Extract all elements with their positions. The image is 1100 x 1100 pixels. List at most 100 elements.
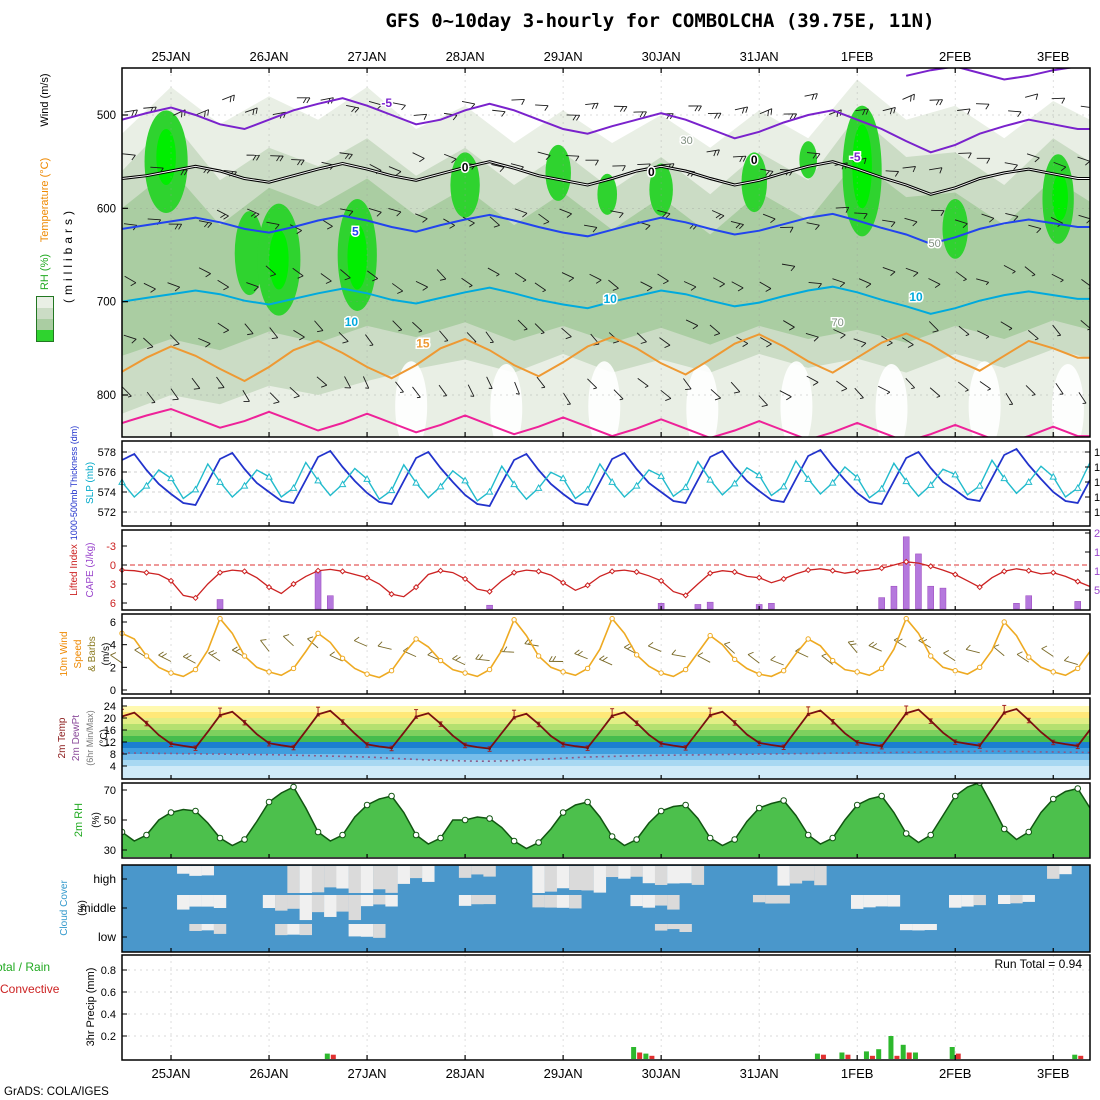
svg-text:2FEB: 2FEB [939,49,972,64]
svg-text:574: 574 [98,487,116,499]
svg-text:0.8: 0.8 [101,965,116,977]
axis-label-2m-temp: 2m Temp [57,717,68,759]
svg-text:30JAN: 30JAN [642,1066,681,1081]
svg-text:0: 0 [462,160,469,174]
svg-text:6: 6 [110,617,116,629]
legend-total-rain: Total / Rain [0,960,51,974]
svg-text:5: 5 [352,225,359,239]
rh-shade-swatch [37,297,53,308]
axis-label-degc: (°C) [99,729,110,747]
axis-label-slp: SLP (mb) [85,461,96,505]
svg-text:12: 12 [104,737,116,749]
axis-label-barbs: & Barbs [87,636,98,672]
svg-text:70: 70 [831,317,843,329]
svg-text:50: 50 [929,238,941,250]
legend-convective: Convective [0,982,60,996]
svg-text:6: 6 [110,598,116,610]
axis-label-2m-rh: 2m RH [73,802,85,838]
page-title: GFS 0~10day 3-hourly for COMBOLCHA (39.7… [385,10,935,32]
svg-text:500: 500 [97,110,116,122]
axis-label-rh-pct: (%) [91,812,102,828]
svg-text:0: 0 [648,165,655,179]
axis-label-3hr-precip: 3hr Precip (mm) [85,967,97,1047]
svg-text:50: 50 [1094,585,1100,597]
svg-text:70: 70 [104,785,116,797]
svg-text:1012: 1012 [1094,507,1100,519]
rh-shade-swatch [37,308,53,319]
svg-text:1018: 1018 [1094,462,1100,474]
svg-text:3FEB: 3FEB [1037,1066,1070,1081]
svg-text:0: 0 [110,560,116,572]
svg-text:28JAN: 28JAN [446,49,485,64]
axis-label-lifted-index: Lifted Index [69,544,80,596]
svg-text:26JAN: 26JAN [250,49,289,64]
axis-label-wind: Wind (m/s) [39,73,51,127]
svg-text:1020: 1020 [1094,447,1100,459]
axis-label-millibars: (millibars) [61,207,75,303]
axis-label-rh: RH (%) [39,253,51,291]
svg-text:0.6: 0.6 [101,987,116,999]
svg-text:0: 0 [751,153,758,167]
svg-text:30: 30 [104,845,116,857]
svg-text:576: 576 [98,467,116,479]
svg-text:27JAN: 27JAN [348,49,387,64]
svg-text:29JAN: 29JAN [544,1066,583,1081]
svg-text:30JAN: 30JAN [642,49,681,64]
svg-text:1014: 1014 [1094,492,1100,504]
svg-text:15: 15 [416,337,430,351]
cloud-row-low: low [97,930,116,944]
svg-text:1FEB: 1FEB [841,1066,874,1081]
svg-text:0.4: 0.4 [101,1009,116,1021]
svg-text:1FEB: 1FEB [841,49,874,64]
svg-text:2FEB: 2FEB [939,1066,972,1081]
svg-text:0.2: 0.2 [101,1031,116,1043]
svg-text:10: 10 [345,315,359,329]
axis-label-6hr-minmax: (6hr Min/Max) [85,710,95,766]
svg-text:25JAN: 25JAN [151,49,190,64]
svg-text:50: 50 [104,815,116,827]
svg-text:4: 4 [110,640,116,652]
svg-text:2: 2 [110,662,116,674]
svg-text:3FEB: 3FEB [1037,49,1070,64]
svg-text:-5: -5 [850,150,861,164]
svg-text:100: 100 [1094,566,1100,578]
svg-text:10: 10 [909,290,923,304]
svg-text:30: 30 [681,135,693,147]
svg-text:16: 16 [104,725,116,737]
svg-text:24: 24 [104,701,116,713]
axis-label-10m-wind: 10m Wind [59,631,70,677]
axis-label-thickness: 1000-500mb Thickness (dm) [69,425,79,541]
axis-label-temperature: Temperature (°C) [39,157,51,243]
svg-text:10: 10 [603,292,617,306]
axis-label-ms: (m/s) [101,642,112,666]
axis-label-2m-dewpt: 2m DewPt [71,714,82,762]
grads-credit: GrADS: COLA/IGES [4,1086,109,1098]
svg-text:-5: -5 [381,96,392,110]
rh-shade-swatch [37,330,53,341]
cloud-row-high: high [93,872,116,886]
svg-text:31JAN: 31JAN [740,1066,779,1081]
svg-text:27JAN: 27JAN [348,1066,387,1081]
rh-shading-legend [36,296,54,342]
rh-shade-swatch [37,319,53,330]
axis-label-cape: CAPE (J/kg) [85,542,96,598]
svg-text:28JAN: 28JAN [446,1066,485,1081]
svg-text:4: 4 [110,761,116,773]
svg-text:578: 578 [98,447,116,459]
svg-text:200: 200 [1094,528,1100,540]
svg-text:8: 8 [110,749,116,761]
svg-text:572: 572 [98,507,116,519]
svg-text:29JAN: 29JAN [544,49,583,64]
svg-text:800: 800 [97,390,116,402]
svg-text:25JAN: 25JAN [151,1066,190,1081]
run-total: Run Total = 0.94 [994,957,1082,971]
svg-text:1016: 1016 [1094,477,1100,489]
svg-text:20: 20 [104,713,116,725]
svg-text:150: 150 [1094,547,1100,559]
svg-text:3: 3 [110,579,116,591]
svg-text:700: 700 [97,297,116,309]
svg-text:-3: -3 [106,541,116,553]
svg-text:0: 0 [110,685,116,697]
